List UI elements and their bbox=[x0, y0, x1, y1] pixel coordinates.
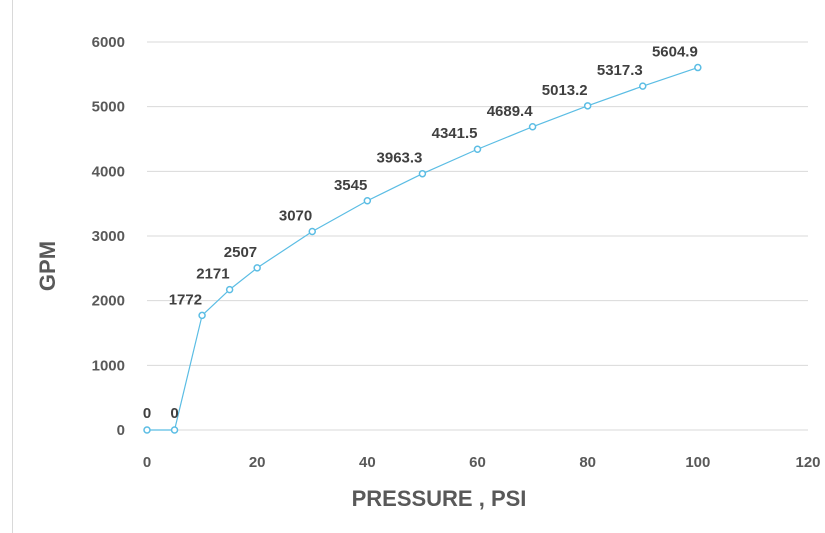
x-tick-label: 60 bbox=[469, 454, 486, 471]
data-point bbox=[694, 63, 702, 72]
data-point bbox=[363, 197, 372, 205]
data-point bbox=[473, 145, 482, 153]
x-axis-ticks: 0 20 40 60 80 100 120 bbox=[143, 454, 821, 471]
data-point bbox=[639, 82, 647, 90]
data-point bbox=[528, 123, 537, 131]
y-axis-title: GPM bbox=[35, 241, 60, 291]
x-tick-label: 120 bbox=[795, 454, 820, 471]
data-point bbox=[225, 285, 234, 294]
y-tick-label: 0 bbox=[117, 422, 125, 439]
data-point bbox=[143, 426, 151, 434]
data-point bbox=[170, 426, 179, 434]
data-point bbox=[583, 102, 592, 110]
data-label: 4689.4 bbox=[487, 103, 534, 120]
data-label: 3070 bbox=[279, 207, 312, 224]
series-group bbox=[143, 63, 702, 434]
y-tick-label: 1000 bbox=[92, 357, 125, 374]
y-tick-label: 6000 bbox=[92, 34, 125, 51]
y-tick-label: 2000 bbox=[92, 293, 125, 310]
x-tick-label: 80 bbox=[579, 454, 596, 471]
data-point bbox=[418, 169, 427, 178]
data-label: 0 bbox=[143, 405, 151, 422]
line-chart: 0 1000 2000 3000 4000 5000 6000 0 20 40 60 80 100 12… bbox=[35, 34, 821, 511]
data-label: 4341.5 bbox=[432, 125, 478, 142]
data-label: 5604.9 bbox=[652, 44, 698, 61]
data-label: 5013.2 bbox=[542, 82, 588, 99]
data-label: 3545 bbox=[334, 177, 367, 194]
x-tick-label: 0 bbox=[143, 454, 151, 471]
x-axis-title: PRESSURE , PSI bbox=[352, 486, 527, 511]
data-point bbox=[253, 264, 261, 272]
data-label: 1772 bbox=[169, 291, 202, 308]
y-tick-label: 4000 bbox=[92, 163, 125, 180]
y-axis-ticks: 0 1000 2000 3000 4000 5000 6000 bbox=[92, 34, 125, 439]
y-tick-label: 3000 bbox=[92, 228, 125, 245]
x-tick-label: 20 bbox=[249, 454, 266, 471]
data-point bbox=[308, 227, 316, 236]
gridlines bbox=[147, 41, 808, 431]
x-tick-label: 40 bbox=[359, 454, 376, 471]
chart-area: 0 1000 2000 3000 4000 5000 6000 0 20 40 60 80 100 12… bbox=[12, 0, 825, 533]
data-point bbox=[198, 311, 206, 320]
x-tick-label: 100 bbox=[685, 454, 710, 471]
data-label: 3963.3 bbox=[377, 150, 423, 167]
data-label: 0 bbox=[170, 405, 178, 422]
data-labels: 0 0 1772 2171 2507 3070 3545 3963.3 4341.5 4689.4… bbox=[143, 44, 698, 422]
y-tick-label: 5000 bbox=[92, 99, 125, 116]
data-label: 2507 bbox=[224, 244, 257, 261]
data-label: 2171 bbox=[196, 266, 229, 283]
data-label: 5317.3 bbox=[597, 62, 643, 79]
